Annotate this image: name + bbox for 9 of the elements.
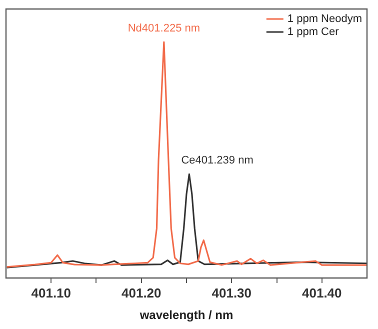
x-tick-label: 401.40 [302, 285, 342, 300]
x-tick-label: 401.30 [212, 285, 252, 300]
x-axis-title: wavelength / nm [138, 308, 234, 322]
legend-label: 1 ppm Neodym [287, 13, 362, 26]
annotation: Nd401.225 nm [128, 22, 200, 35]
x-tick-label: 401.20 [121, 285, 162, 300]
legend-label: 1 ppm Cer [287, 26, 340, 38]
x-tick-label: 401.10 [31, 285, 72, 300]
annotation: Ce401.239 nm [181, 154, 254, 167]
